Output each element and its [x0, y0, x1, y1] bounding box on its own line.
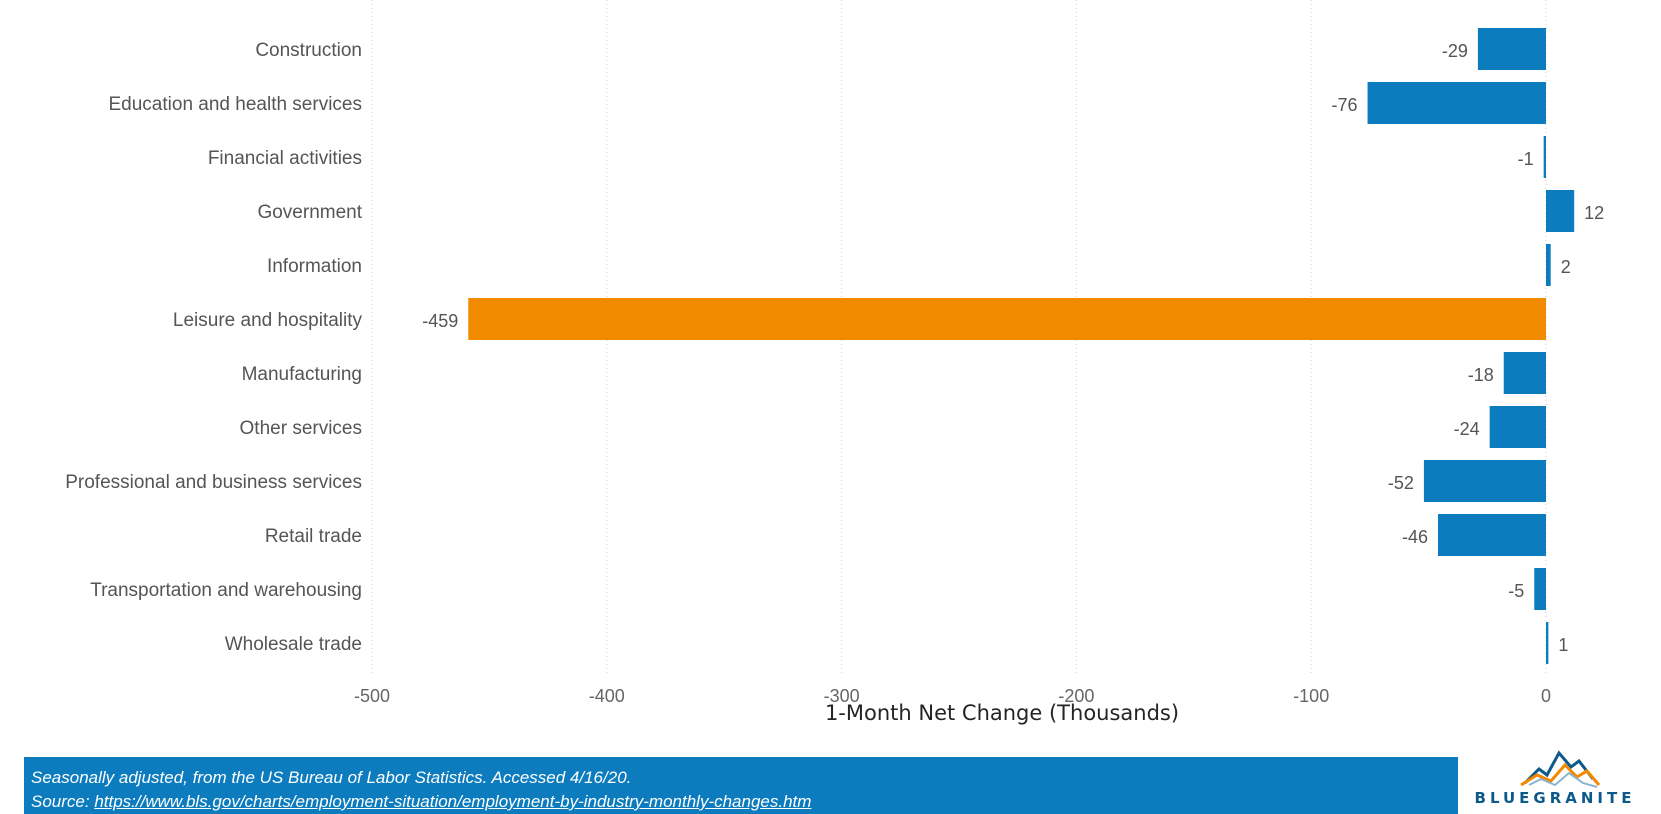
category-labels: Construction Education and health service… [65, 40, 362, 655]
source-prefix: Source: [31, 792, 95, 811]
bar [1534, 568, 1546, 610]
footer-source: Source: https://www.bls.gov/charts/emplo… [31, 790, 1458, 814]
data-label: -1 [1518, 149, 1534, 169]
category-label: Transportation and warehousing [90, 580, 362, 601]
data-label: 12 [1584, 203, 1604, 223]
data-label: -46 [1402, 527, 1428, 547]
source-link[interactable]: https://www.bls.gov/charts/employment-si… [94, 792, 812, 811]
bar [1503, 352, 1546, 394]
category-label: Professional and business services [65, 472, 362, 493]
bar [1477, 28, 1546, 70]
bar [468, 298, 1546, 340]
data-label: -459 [422, 311, 458, 331]
data-label: -29 [1442, 41, 1468, 61]
x-axis-title: 1-Month Net Change (Thousands) [825, 701, 1179, 725]
x-tick-label: -500 [354, 686, 390, 706]
x-axis-ticks: -500 -400 -300 -200 -100 0 [354, 686, 1551, 706]
category-label: Education and health services [109, 94, 363, 115]
footer-note: Seasonally adjusted, from the US Bureau … [31, 768, 632, 787]
data-label: -24 [1454, 419, 1480, 439]
bars [468, 28, 1575, 664]
x-tick-label: 0 [1541, 686, 1551, 706]
category-label: Wholesale trade [225, 634, 362, 655]
bar [1437, 514, 1546, 556]
footer-banner: Seasonally adjusted, from the US Bureau … [24, 757, 1458, 814]
category-label: Construction [255, 40, 362, 61]
data-labels: -29 -76 -1 12 2 -459 -18 -24 -52 -46 -5 1 [422, 41, 1604, 655]
x-tick-label: -200 [1058, 686, 1094, 706]
logo-text: BLUEGRANITE [1474, 789, 1636, 807]
x-tick-label: -300 [824, 686, 860, 706]
category-label: Other services [240, 418, 362, 439]
x-tick-label: -400 [589, 686, 625, 706]
bar [1423, 460, 1546, 502]
data-label: -52 [1388, 473, 1414, 493]
x-tick-label: -100 [1293, 686, 1329, 706]
data-label: 2 [1561, 257, 1571, 277]
data-label: -5 [1508, 581, 1524, 601]
bar [1546, 244, 1551, 286]
category-label: Financial activities [208, 148, 362, 169]
category-label: Leisure and hospitality [173, 310, 363, 331]
bar-chart: Construction Education and health service… [65, 0, 1604, 725]
bar [1546, 622, 1549, 664]
data-label: -76 [1332, 95, 1358, 115]
category-label: Manufacturing [242, 364, 362, 385]
category-label: Information [267, 256, 362, 277]
category-label: Government [257, 202, 362, 223]
bar [1546, 190, 1575, 232]
bar [1367, 82, 1546, 124]
bar [1543, 136, 1546, 178]
category-label: Retail trade [265, 526, 362, 547]
mountain-logo-icon [1520, 750, 1601, 788]
bar [1489, 406, 1546, 448]
data-label: -18 [1468, 365, 1494, 385]
data-label: 1 [1558, 635, 1568, 655]
